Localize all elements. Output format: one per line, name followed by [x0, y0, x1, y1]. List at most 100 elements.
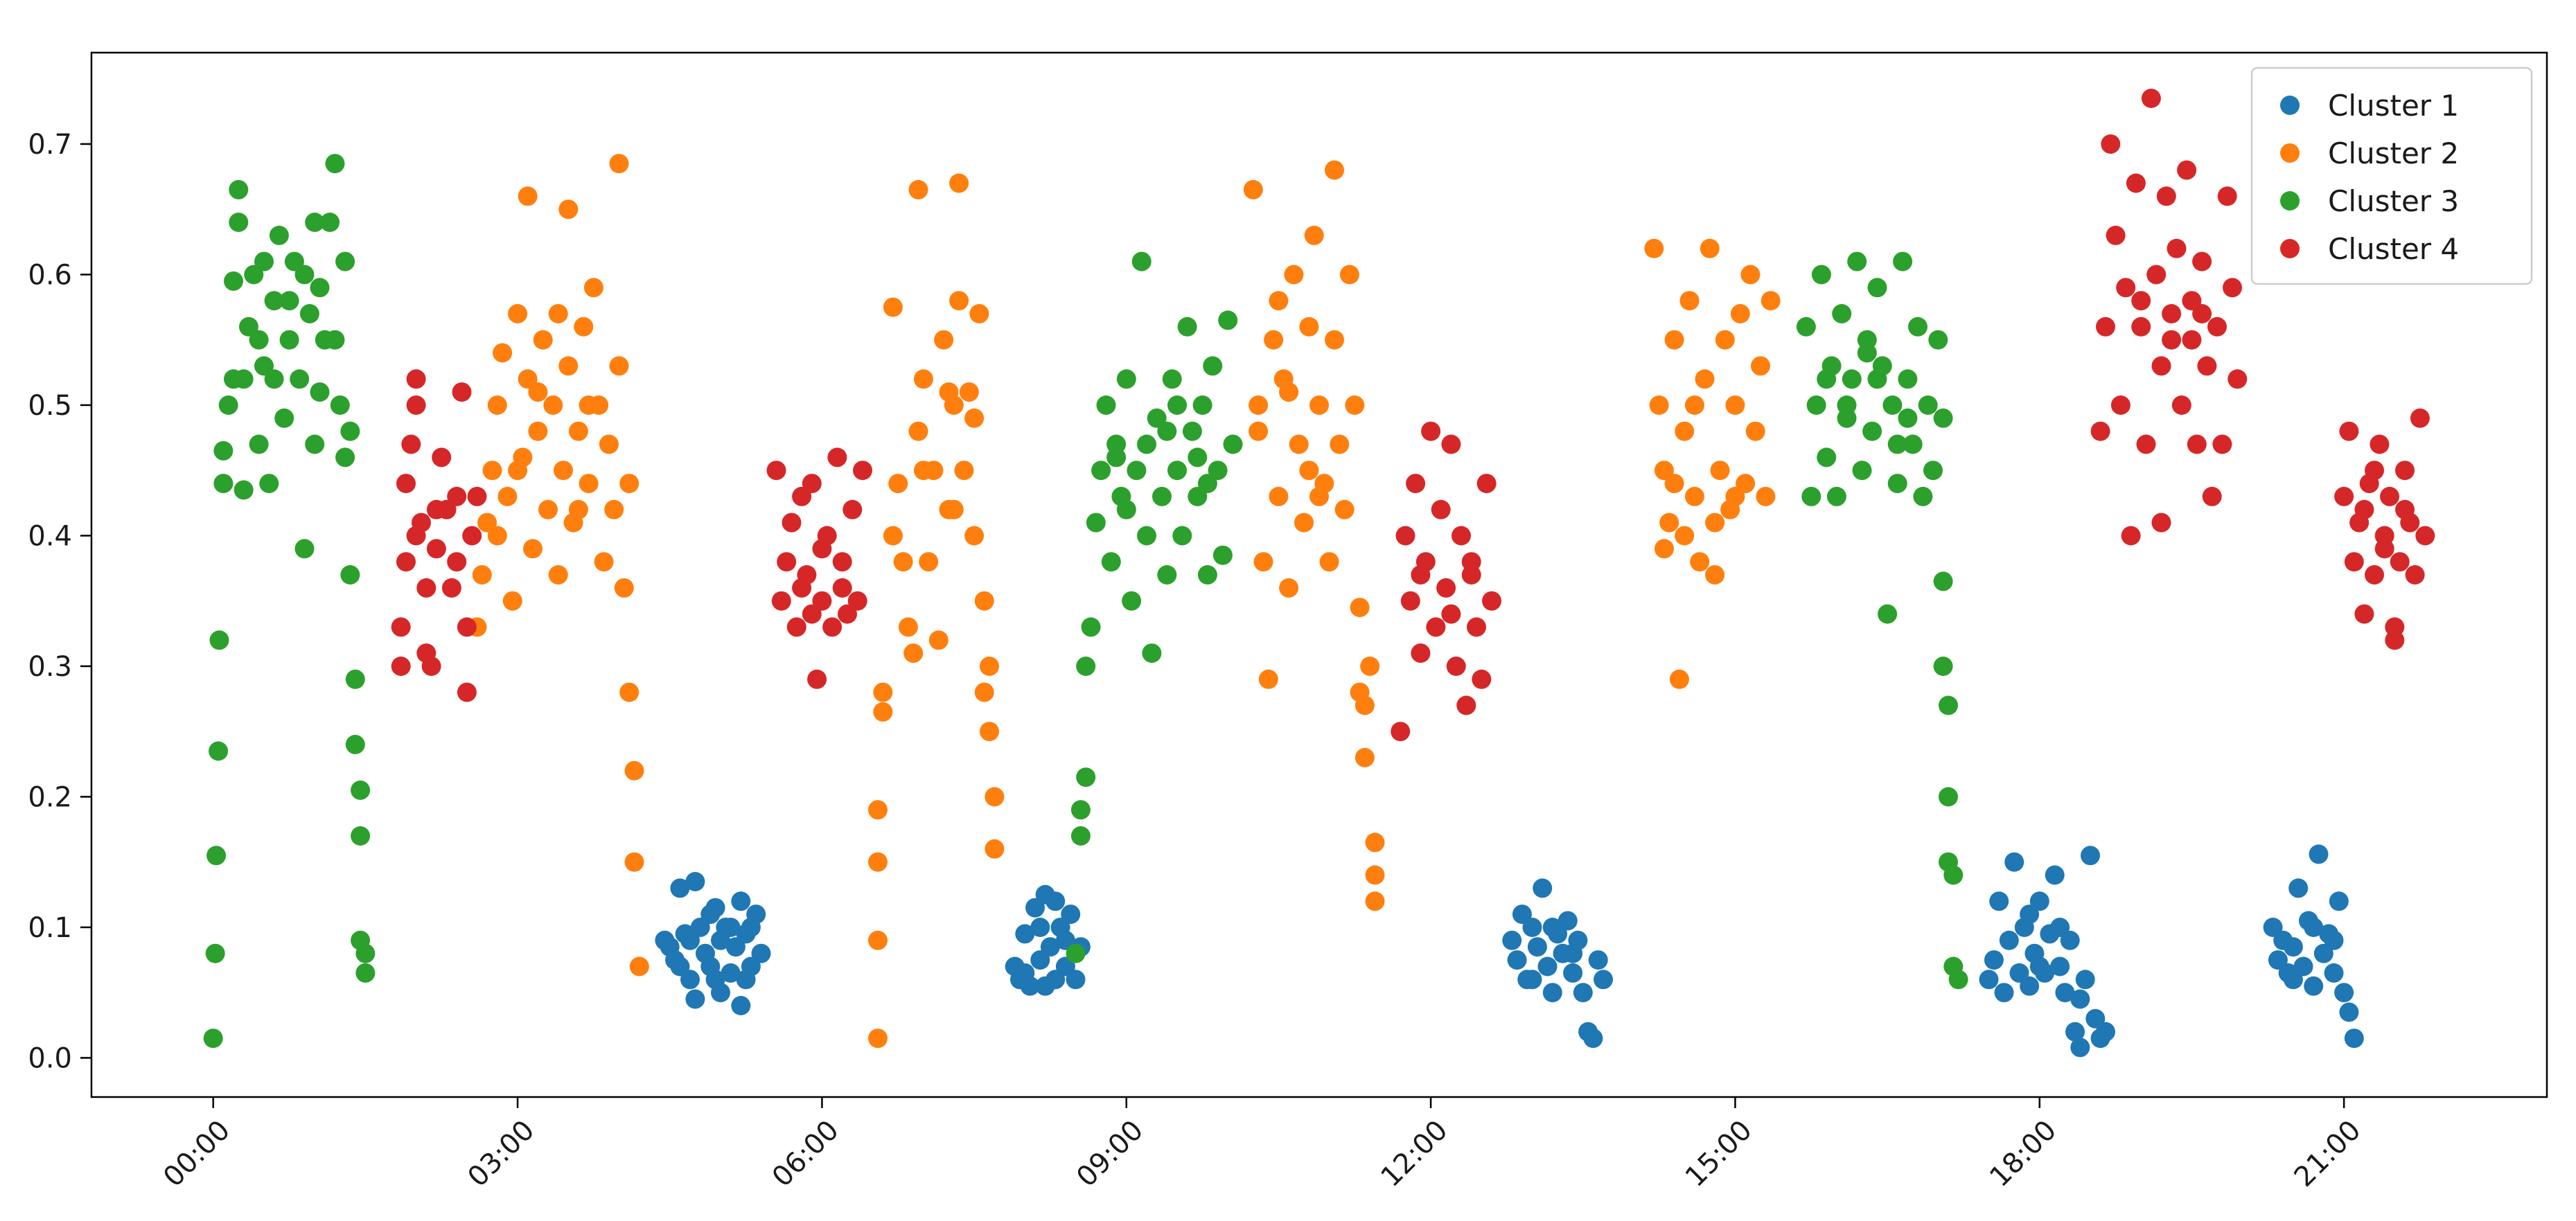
cluster-4-point	[792, 486, 812, 506]
cluster-4-point	[441, 578, 461, 598]
cluster-3-point	[1070, 826, 1091, 846]
cluster-4-point	[2395, 499, 2415, 519]
cluster-4-point	[2395, 461, 2415, 481]
cluster-3-point	[1898, 408, 1918, 428]
cluster-1-point	[2263, 918, 2283, 937]
cluster-2-point	[1365, 865, 1385, 885]
cluster-2-point	[1355, 747, 1375, 767]
cluster-3-point	[1817, 447, 1837, 467]
cluster-2-point	[1649, 395, 1669, 415]
cluster-3-point	[1837, 395, 1857, 415]
cluster-1-point	[2060, 930, 2080, 950]
cluster-1-point	[2283, 937, 2303, 957]
cluster-3-point	[351, 826, 371, 846]
cluster-1-point	[2304, 918, 2324, 937]
cluster-4-point	[2126, 173, 2146, 193]
cluster-2-point	[594, 552, 614, 572]
cluster-3-point	[335, 251, 355, 271]
cluster-4-point	[807, 669, 827, 689]
cluster-2-point	[1715, 330, 1735, 350]
cluster-1-point	[2050, 956, 2070, 977]
cluster-1-point	[2009, 963, 2029, 983]
cluster-1-point	[2045, 865, 2065, 885]
cluster-4-point	[2405, 565, 2425, 585]
cluster-4-point	[2217, 186, 2237, 206]
cluster-4-point	[2187, 434, 2207, 454]
cluster-1-point	[2029, 956, 2049, 977]
cluster-2-point	[579, 395, 599, 415]
cluster-3-point	[299, 304, 319, 323]
cluster-3-point	[1857, 343, 1877, 363]
cluster-2-point	[1350, 598, 1370, 618]
cluster-2-point	[873, 702, 893, 722]
cluster-2-point	[934, 330, 954, 350]
cluster-4-point	[1395, 526, 1415, 546]
cluster-3-point	[294, 265, 315, 285]
cluster-1-point	[1502, 930, 1522, 950]
cluster-1-point	[2004, 852, 2024, 872]
cluster-3-point	[1913, 486, 1933, 506]
cluster-3-point	[345, 669, 365, 689]
cluster-3-point	[1076, 657, 1096, 676]
cluster-1-point	[1542, 918, 1562, 937]
cluster-3-point	[254, 356, 274, 376]
cluster-4-point	[416, 578, 436, 598]
cluster-3-point	[274, 408, 294, 428]
series-3	[203, 154, 1968, 1049]
cluster-2-point	[502, 591, 522, 611]
cluster-1-point	[2309, 844, 2329, 864]
cluster-3-point	[1157, 421, 1177, 441]
cluster-2-point	[964, 526, 985, 546]
cluster-2-point	[482, 461, 502, 481]
cluster-3-point	[264, 291, 284, 311]
cluster-2-point	[574, 317, 594, 337]
cluster-3-point	[224, 271, 243, 291]
cluster-1-point	[721, 918, 741, 937]
cluster-3-point	[1939, 787, 1958, 807]
cluster-3-point	[1152, 486, 1172, 506]
cluster-1-point	[2055, 983, 2075, 1003]
cluster-3-point	[1182, 421, 1202, 441]
cluster-2-point	[1319, 552, 1339, 572]
cluster-3-point	[1893, 251, 1913, 271]
cluster-2-point	[528, 421, 548, 441]
cluster-4-point	[2192, 251, 2212, 271]
cluster-3-point	[1918, 395, 1938, 415]
cluster-3-point	[290, 369, 310, 389]
cluster-2-point	[868, 930, 888, 950]
cluster-3-point	[279, 330, 299, 350]
cluster-1-point	[2288, 878, 2309, 898]
cluster-2-point	[599, 434, 619, 454]
cluster-2-point	[538, 499, 558, 519]
cluster-3-point	[1101, 552, 1121, 572]
legend-marker	[2280, 191, 2300, 211]
cluster-2-point	[624, 760, 644, 781]
cluster-4-point	[2116, 278, 2136, 298]
cluster-2-point	[1339, 265, 1359, 285]
cluster-3-point	[224, 369, 243, 389]
cluster-2-point	[980, 722, 999, 742]
cluster-4-point	[2192, 304, 2212, 323]
plot-frame	[90, 51, 2548, 1098]
cluster-3-point	[229, 179, 249, 199]
cluster-2-point	[1756, 486, 1776, 506]
cluster-1-point	[1527, 937, 1547, 957]
cluster-2-point	[1299, 461, 1319, 481]
cluster-3-point	[1867, 369, 1887, 389]
cluster-2-point	[974, 591, 994, 611]
cluster-4-point	[2410, 408, 2430, 428]
cluster-2-point	[939, 382, 959, 402]
cluster-4-point	[2390, 552, 2410, 572]
cluster-3-point	[1192, 395, 1212, 415]
cluster-2-point	[619, 474, 639, 494]
cluster-3-point	[1898, 369, 1918, 389]
cluster-2-point	[964, 408, 985, 428]
cluster-2-point	[554, 461, 573, 481]
cluster-1-point	[2324, 930, 2344, 950]
cluster-3-point	[1908, 317, 1927, 337]
y-tick-label: 0.6	[28, 259, 72, 291]
cluster-2-point	[913, 369, 933, 389]
cluster-1-point	[1994, 983, 2014, 1003]
cluster-2-point	[954, 461, 974, 481]
cluster-2-point	[518, 186, 538, 206]
